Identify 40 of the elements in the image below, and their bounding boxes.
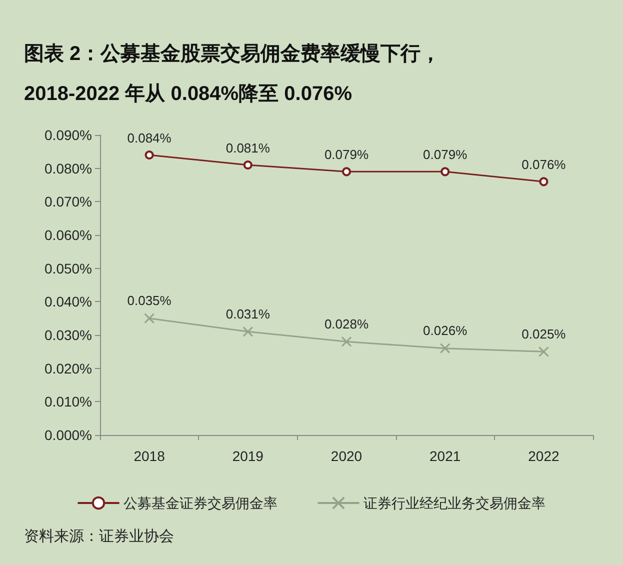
point [144, 313, 155, 324]
data-label: 0.079% [423, 147, 468, 162]
y-tick-label: 0.070% [44, 194, 92, 210]
data-label: 0.081% [226, 140, 270, 156]
data-label: 0.035% [127, 293, 172, 308]
x-tick-label: 2018 [134, 448, 166, 464]
y-tick-label: 0.010% [44, 394, 92, 410]
point [440, 167, 450, 176]
point [144, 150, 154, 160]
point [242, 326, 254, 337]
point [342, 167, 351, 176]
y-tick-label: 0.030% [44, 327, 92, 343]
legend-label: 证券行业经纪业务交易佣金率 [364, 495, 546, 511]
data-label: 0.026% [423, 323, 468, 338]
x-tick-label: 2019 [232, 448, 264, 464]
y-tick-label: 0.060% [44, 227, 92, 243]
y-tick-label: 0.000% [44, 427, 92, 443]
data-label: 0.084% [127, 130, 172, 146]
chart-title: 图表 2：公募基金股票交易佣金费率缓慢下行， [24, 42, 441, 67]
text: 资料来源：证券业协会 [24, 527, 174, 546]
data-label: 0.031% [226, 306, 270, 322]
point [440, 343, 450, 354]
y-tick-label: 0.050% [44, 260, 92, 276]
point [243, 160, 252, 170]
point [538, 346, 549, 357]
point [539, 177, 548, 186]
x-tick-label: 2021 [430, 448, 461, 464]
y-tick-label: 0.020% [44, 360, 92, 376]
x-tick-label: 2020 [330, 448, 362, 464]
data-label: 0.079% [324, 147, 369, 162]
x-tick-label: 2022 [528, 448, 560, 464]
data-label: 0.028% [324, 316, 369, 332]
chart-subtitle: 2018-2022 年从 0.084%降至 0.076% [24, 82, 353, 107]
data-label: 0.076% [522, 157, 566, 172]
legend-label: 公募基金证券交易佣金率 [124, 495, 278, 511]
y-tick-label: 0.040% [44, 294, 92, 310]
y-tick-label: 0.090% [44, 127, 92, 143]
y-tick-label: 0.080% [44, 160, 92, 176]
point [341, 336, 352, 347]
data-label: 0.025% [522, 326, 566, 342]
